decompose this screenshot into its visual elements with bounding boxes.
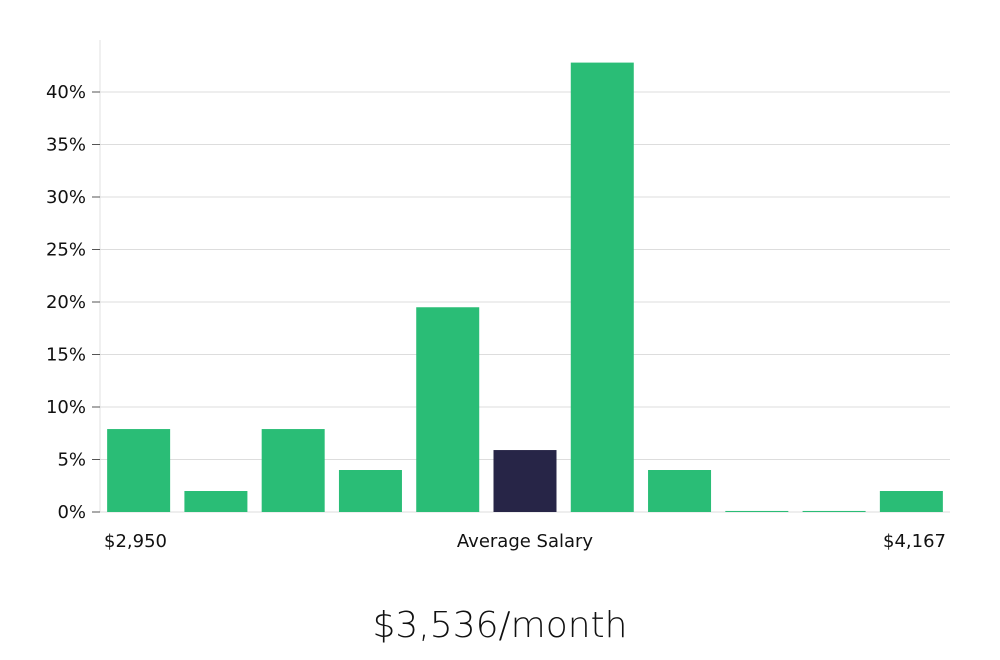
bar	[107, 429, 171, 512]
bar-layer	[107, 62, 943, 512]
y-tick-label: 25%	[46, 240, 86, 261]
y-tick-label: 20%	[46, 292, 86, 313]
label-layer: $2,950 Average Salary $4,167	[104, 531, 946, 552]
bar	[570, 62, 634, 512]
bar-highlight	[493, 450, 557, 512]
bar	[725, 510, 789, 512]
y-tick-label: 15%	[46, 345, 86, 366]
average-salary-value: $3,536/month	[372, 605, 628, 646]
axis-layer: 0% 5% 10% 15% 20% 25% 30% 35% 40%	[46, 40, 101, 523]
x-start-label: $2,950	[104, 531, 167, 552]
x-axis-title: Average Salary	[457, 531, 594, 552]
bar	[184, 491, 248, 512]
y-tick-label: 0%	[57, 502, 86, 523]
y-tick-label: 40%	[46, 82, 86, 103]
y-tick-label: 35%	[46, 135, 86, 156]
y-tick-label: 30%	[46, 187, 86, 208]
chart-svg: 0% 5% 10% 15% 20% 25% 30% 35% 40% $2,950 Average…	[46, 40, 950, 552]
bar	[416, 307, 480, 512]
y-tick-label: 5%	[57, 450, 86, 471]
grid-layer	[100, 91, 950, 513]
bar	[648, 470, 712, 512]
x-end-label: $4,167	[883, 531, 946, 552]
bar	[338, 470, 402, 512]
bar	[802, 510, 866, 512]
y-tick-label: 10%	[46, 397, 86, 418]
bar	[879, 491, 943, 512]
bar	[261, 429, 325, 512]
